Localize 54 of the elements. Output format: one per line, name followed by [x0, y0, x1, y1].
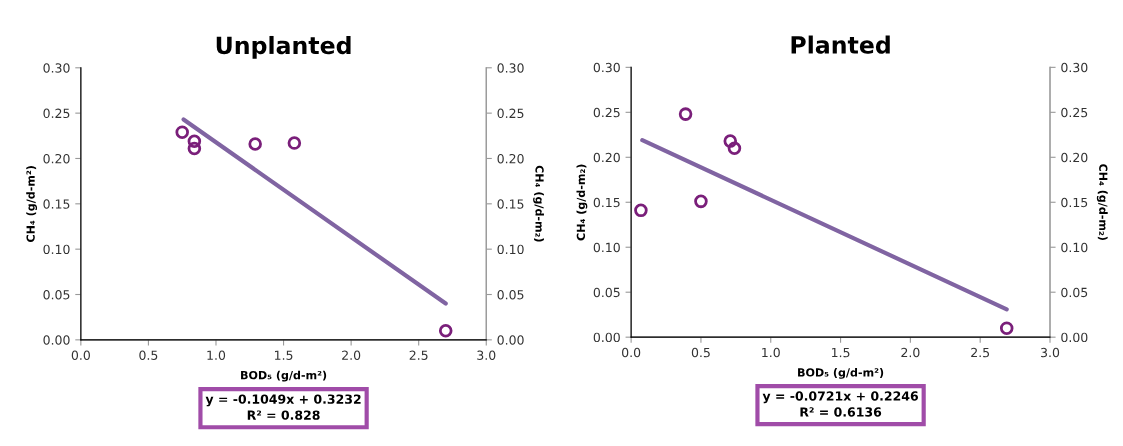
y-tick-label: 0.10 — [43, 244, 70, 255]
y-tick-label: 0.30 — [43, 63, 70, 73]
text: R² = 0.6136 — [800, 407, 882, 417]
y2-tick-label: 0.25 — [497, 108, 524, 119]
x-tick-label: 0.0 — [622, 347, 641, 358]
x-tick-label: 2.0 — [342, 350, 361, 360]
y2-tick-label: 0.05 — [497, 289, 524, 300]
x-tick-label: 2.0 — [901, 347, 920, 358]
y2-tick-label: 0.10 — [1061, 242, 1088, 253]
x-tick-label: 1.0 — [762, 347, 780, 358]
y-tick-label: 0.00 — [593, 332, 620, 343]
y2-tick-label: 0.30 — [1061, 62, 1088, 73]
y-tick-label: 0.30 — [593, 62, 620, 73]
x-tick-label: 1.0 — [207, 350, 226, 360]
y-tick-label: 0.25 — [43, 108, 70, 119]
text: y = -0.1049x + 0.3232 — [205, 394, 361, 407]
x-axis-title: BOD₅ (g/d-m²) — [798, 368, 884, 379]
text: R² = 0.828 — [247, 410, 320, 420]
y2-axis-title: CH₄ (g/d-m₂) — [1096, 164, 1108, 240]
x-tick-label: 1.5 — [274, 350, 293, 360]
y2-tick-label: 0.20 — [497, 153, 524, 164]
x-tick-label: 3.0 — [1041, 347, 1060, 358]
x-axis-title: BOD₅ (g/d-m²) — [241, 370, 327, 382]
x-tick-label: 3.0 — [477, 350, 496, 360]
x-tick-label: 2.5 — [971, 347, 990, 358]
y-tick-label: 0.05 — [593, 287, 620, 298]
y-tick-label: 0.20 — [43, 153, 70, 164]
x-tick-label: 0.5 — [139, 350, 158, 360]
y2-axis-title: CH₄ (g/d-m₂) — [533, 165, 544, 242]
y2-tick-label: 0.20 — [1061, 152, 1088, 163]
y2-tick-label: 0.30 — [497, 63, 524, 73]
y2-tick-label: 0.15 — [1061, 197, 1088, 208]
y-tick-label: 0.00 — [43, 335, 70, 345]
y2-tick-label: 0.25 — [1061, 107, 1088, 118]
y-axis-title: CH₄ (g/d-m₂) — [576, 164, 588, 241]
y-tick-label: 0.15 — [43, 199, 70, 209]
y-tick-label: 0.10 — [593, 242, 620, 253]
x-tick-label: 2.5 — [409, 350, 428, 360]
y2-tick-label: 0.05 — [1061, 287, 1088, 298]
y-axis-title: CH₄ (g/d-m²) — [26, 166, 38, 242]
y2-tick-label: 0.00 — [497, 335, 524, 345]
y2-tick-label: 0.15 — [497, 199, 524, 209]
chart-title: Planted — [791, 35, 890, 54]
y-tick-label: 0.15 — [593, 197, 620, 208]
y-tick-label: 0.20 — [593, 152, 620, 163]
y2-tick-label: 0.00 — [1061, 332, 1088, 343]
y-tick-label: 0.25 — [593, 107, 620, 118]
y-tick-label: 0.05 — [43, 289, 70, 300]
chart-title: Unplanted — [216, 35, 351, 59]
y2-tick-label: 0.10 — [497, 244, 524, 255]
x-tick-label: 1.5 — [832, 347, 850, 358]
x-tick-label: 0.5 — [691, 347, 710, 358]
x-tick-label: 0.0 — [71, 350, 90, 360]
text: y = -0.0721x + 0.2246 — [762, 391, 919, 404]
